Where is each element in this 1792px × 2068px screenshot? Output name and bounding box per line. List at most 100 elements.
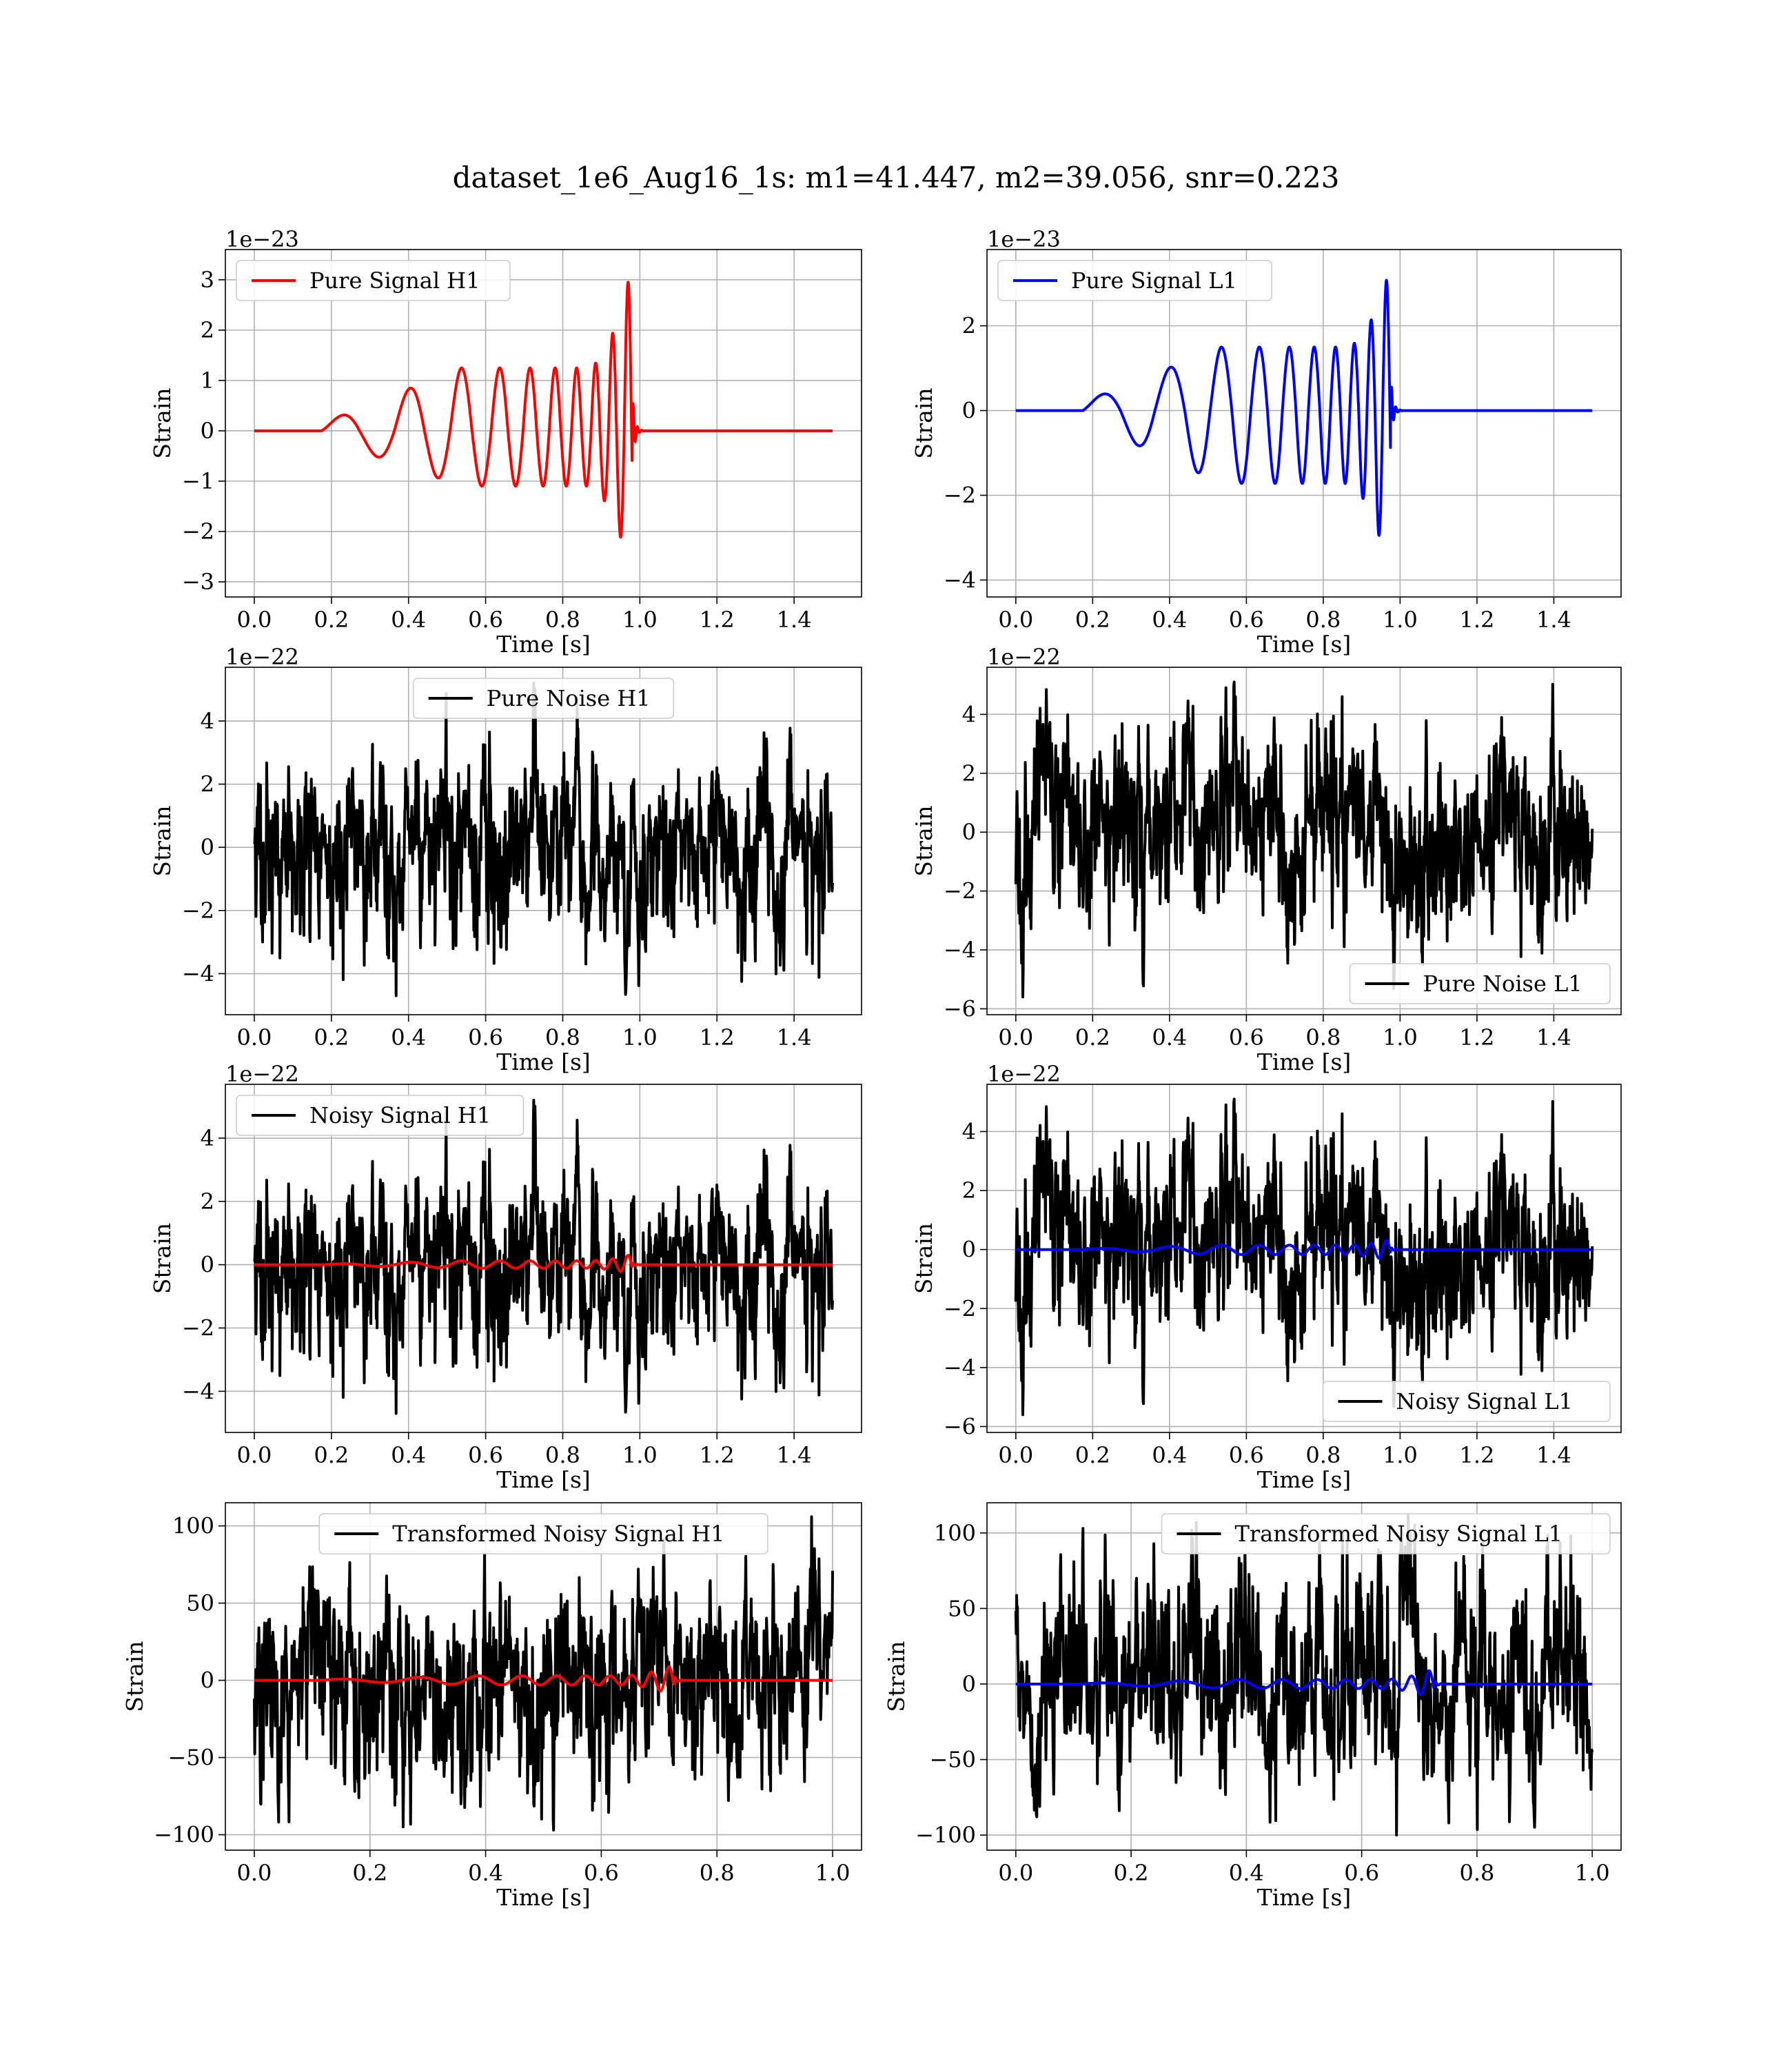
x-tick-label: 0.8 xyxy=(700,1860,735,1886)
x-tick-label: 0.8 xyxy=(1305,1442,1341,1468)
legend-label: Pure Signal L1 xyxy=(1071,267,1237,294)
panel-pure-noise-h1: 0.0 0.2 0.4 0.6 0.8 1.0 1.2 1.4 −4 −2 0 2 4 Time [s] S… xyxy=(149,644,862,1075)
panels: 0.0 0.2 0.4 0.6 0.8 1.0 1.2 1.4 −3 −2 −1 0 1 2 3 Time [… xyxy=(121,226,1622,1911)
legend: Pure Noise L1 xyxy=(1349,963,1611,1004)
y-axis-label: Strain xyxy=(910,1223,937,1294)
y-tick-label: −100 xyxy=(154,1822,214,1848)
y-tick-label: −6 xyxy=(944,1413,976,1439)
x-tick-label: 0.0 xyxy=(998,1024,1033,1051)
y-tick-label: 3 xyxy=(201,267,214,293)
axis-offset-label: 1e−23 xyxy=(225,226,299,252)
x-axis-label: Time [s] xyxy=(1257,1466,1352,1493)
x-tick-label: 1.2 xyxy=(700,1442,735,1468)
y-axis-label: Strain xyxy=(910,805,937,876)
x-tick-label: 0.2 xyxy=(1114,1860,1149,1886)
x-tick-label: 0.0 xyxy=(998,1860,1033,1886)
series-group xyxy=(253,681,834,997)
legend: Transformed Noisy Signal H1 xyxy=(318,1513,768,1554)
x-axis-label: Time [s] xyxy=(1257,631,1352,658)
x-tick-label: 0.6 xyxy=(1344,1860,1379,1886)
y-tick-label: 50 xyxy=(948,1595,976,1621)
series-line-signal xyxy=(253,1665,834,1693)
panel-pure-signal-h1: 0.0 0.2 0.4 0.6 0.8 1.0 1.2 1.4 −3 −2 −1 0 1 2 3 Time [… xyxy=(149,226,862,658)
y-tick-label: −2 xyxy=(944,878,976,904)
x-tick-label: 1.0 xyxy=(1575,1860,1610,1886)
series-line-noise xyxy=(253,681,834,997)
x-tick-label: 0.4 xyxy=(391,607,426,633)
y-tick-label: 0 xyxy=(201,1252,214,1278)
x-tick-label: 0.6 xyxy=(1229,1024,1264,1051)
panel-pure-signal-l1: 0.0 0.2 0.4 0.6 0.8 1.0 1.2 1.4 −4 −2 0 2 Time [s] St… xyxy=(910,226,1622,658)
x-tick-label: 0.8 xyxy=(1305,607,1341,633)
x-tick-label: 0.6 xyxy=(468,607,503,633)
x-tick-label: 0.2 xyxy=(1075,607,1110,633)
panel-pure-noise-l1: 0.0 0.2 0.4 0.6 0.8 1.0 1.2 1.4 −6 −4 −2 0 2 4 Time [s… xyxy=(910,644,1622,1075)
x-tick-label: 0.0 xyxy=(237,1442,272,1468)
plot-frame xyxy=(225,1502,862,1851)
y-tick-label: −2 xyxy=(944,482,976,508)
y-tick-label: 4 xyxy=(962,701,976,727)
x-tick-label: 0.6 xyxy=(1229,607,1264,633)
legend-label: Noisy Signal L1 xyxy=(1396,1388,1574,1415)
y-tick-label: −4 xyxy=(182,1378,214,1404)
panel-noisy-signal-h1: 0.0 0.2 0.4 0.6 0.8 1.0 1.2 1.4 −4 −2 0 2 4 Time [s] S… xyxy=(149,1061,862,1493)
legend-label: Transformed Noisy Signal L1 xyxy=(1235,1521,1563,1547)
legend-label: Noisy Signal H1 xyxy=(309,1102,491,1128)
x-tick-label: 1.2 xyxy=(700,1024,735,1051)
panel-transformed-noisy-signal-h1: 0.0 0.2 0.4 0.6 0.8 1.0 −100 −50 0 50 100 Time [s] S… xyxy=(121,1502,862,1911)
y-tick-label: −100 xyxy=(915,1822,976,1848)
x-tick-label: 0.8 xyxy=(545,1442,580,1468)
x-tick-label: 0.8 xyxy=(1305,1024,1341,1051)
x-tick-label: 0.6 xyxy=(584,1860,619,1886)
legend-label: Pure Signal H1 xyxy=(309,267,480,294)
x-tick-label: 1.2 xyxy=(1459,607,1494,633)
y-tick-label: −3 xyxy=(182,569,214,595)
x-tick-label: 1.4 xyxy=(1536,607,1571,633)
axis-offset-label: 1e−23 xyxy=(987,226,1061,252)
y-tick-label: 50 xyxy=(186,1590,214,1616)
x-axis-label: Time [s] xyxy=(1257,1884,1352,1911)
y-tick-label: 2 xyxy=(201,771,214,798)
legend-label: Pure Noise H1 xyxy=(487,685,651,711)
y-tick-label: 2 xyxy=(962,760,976,787)
legend-box xyxy=(1322,1381,1611,1422)
y-tick-label: −2 xyxy=(182,898,214,924)
x-tick-label: 0.0 xyxy=(237,1024,272,1051)
x-tick-label: 0.0 xyxy=(998,1442,1033,1468)
series-group xyxy=(1014,1097,1594,1417)
y-tick-label: 4 xyxy=(201,1125,214,1151)
x-tick-label: 1.4 xyxy=(777,1442,812,1468)
x-tick-label: 0.2 xyxy=(314,607,349,633)
series-line-signal xyxy=(253,1254,834,1273)
x-axis-label: Time [s] xyxy=(496,631,591,658)
x-tick-label: 0.2 xyxy=(1075,1024,1110,1051)
panel-transformed-noisy-signal-l1: 0.0 0.2 0.4 0.6 0.8 1.0 −100 −50 0 50 100 Time [s] S… xyxy=(883,1502,1622,1911)
x-tick-label: 1.0 xyxy=(1383,1024,1418,1051)
grid xyxy=(225,250,862,597)
x-tick-label: 1.0 xyxy=(622,1024,658,1051)
legend-box xyxy=(236,260,511,301)
y-tick-label: −6 xyxy=(944,995,976,1022)
y-tick-label: 0 xyxy=(201,418,214,444)
series-group xyxy=(253,1099,834,1415)
legend-box xyxy=(318,1513,768,1554)
x-tick-label: 1.2 xyxy=(1459,1442,1494,1468)
legend-label: Transformed Noisy Signal H1 xyxy=(392,1521,724,1547)
x-tick-label: 1.4 xyxy=(777,1024,812,1051)
legend: Noisy Signal L1 xyxy=(1322,1381,1611,1422)
x-tick-label: 0.2 xyxy=(1075,1442,1110,1468)
x-axis-label: Time [s] xyxy=(1257,1048,1352,1075)
legend: Transformed Noisy Signal L1 xyxy=(1161,1513,1611,1554)
y-tick-label: −2 xyxy=(182,1315,214,1341)
x-tick-label: 0.2 xyxy=(352,1860,387,1886)
legend-box xyxy=(997,260,1272,301)
x-tick-label: 1.0 xyxy=(1383,1442,1418,1468)
x-tick-label: 1.0 xyxy=(1383,607,1418,633)
x-tick-label: 0.8 xyxy=(545,1024,580,1051)
x-tick-label: 0.6 xyxy=(468,1024,503,1051)
y-tick-label: 0 xyxy=(962,1237,976,1263)
x-tick-label: 1.0 xyxy=(622,1442,658,1468)
x-tick-label: 1.4 xyxy=(777,607,812,633)
x-tick-label: 0.4 xyxy=(1152,1442,1187,1468)
